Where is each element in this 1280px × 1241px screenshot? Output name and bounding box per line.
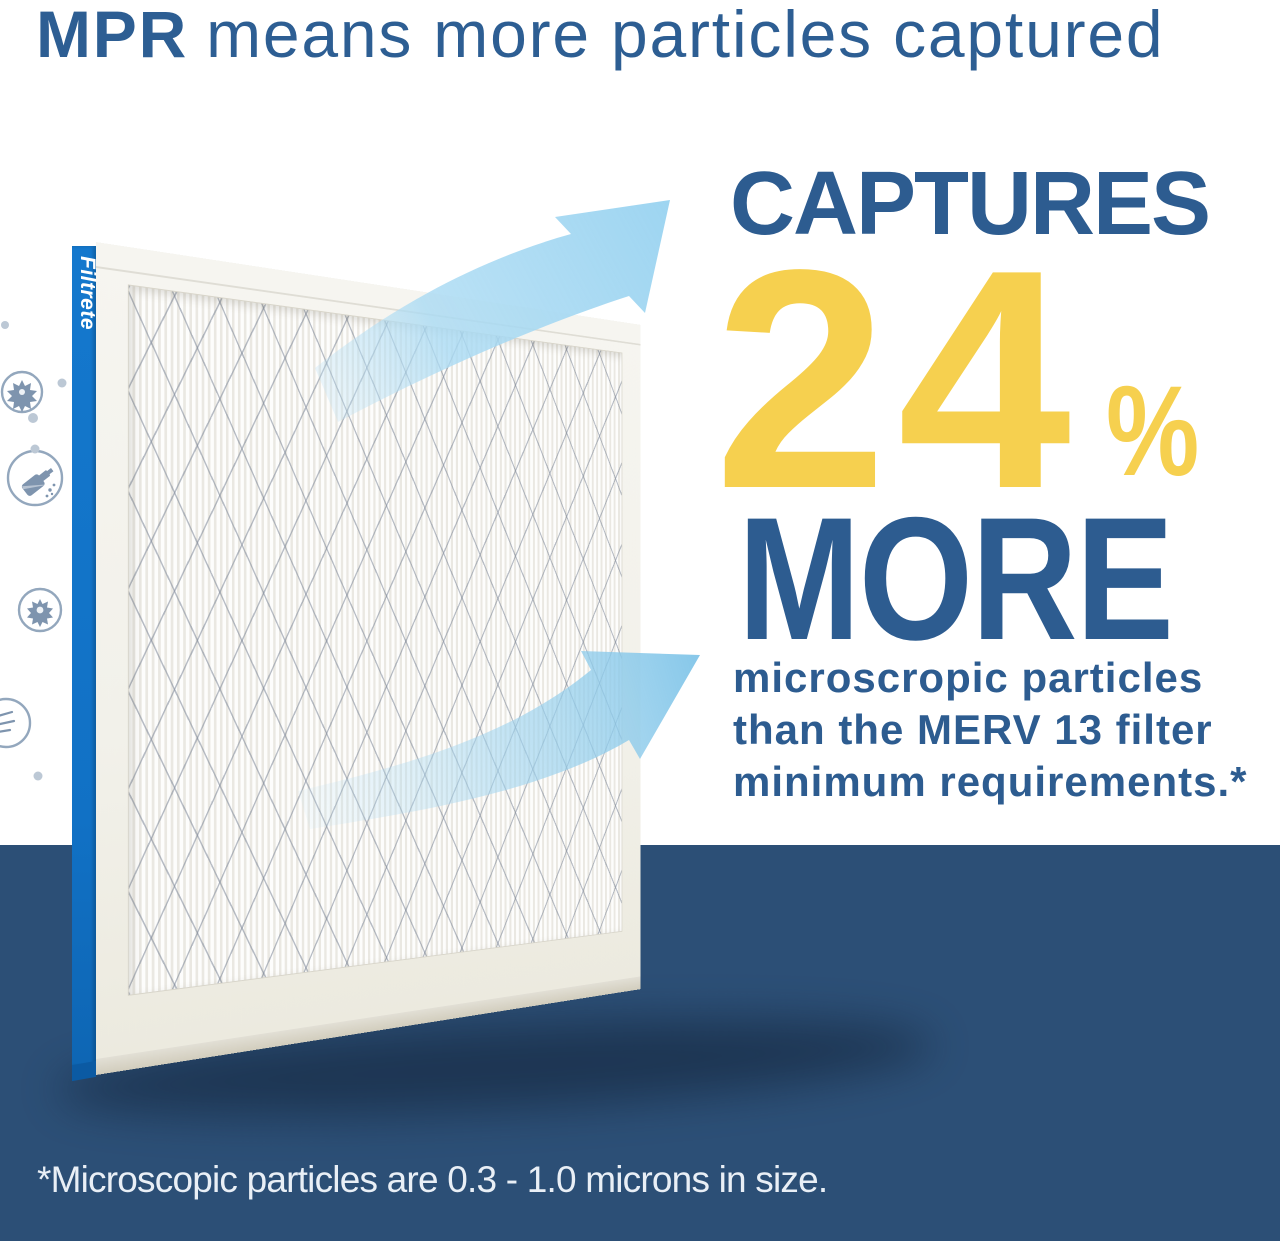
page-title: MPR means more particles captured	[36, 0, 1164, 71]
footnote-text: *Microscopic particles are 0.3 - 1.0 mic…	[37, 1159, 828, 1200]
gear-icon	[17, 587, 63, 633]
description-line: than the MERV 13 filter	[733, 706, 1213, 753]
airflow-arrow-middle-icon	[298, 651, 700, 829]
headline-brand-term: MPR	[36, 0, 189, 71]
particle-icons	[0, 321, 67, 781]
stat-description: microscropic particles than the MERV 13 …	[733, 652, 1247, 808]
pollen-glyph	[7, 380, 37, 412]
description-line: minimum requirements.*	[733, 758, 1248, 805]
spray-bottle-glyph	[21, 468, 56, 498]
gear-glyph	[27, 599, 53, 627]
dust-icon	[0, 697, 32, 749]
percent-sign: %	[1106, 360, 1200, 503]
stat-value: 24	[714, 206, 1082, 554]
headline-text: means more particles captured	[206, 0, 1165, 71]
description-line: microscropic particles	[733, 654, 1204, 701]
captures-label: CAPTURES	[730, 154, 1211, 254]
dust-glyph	[0, 710, 16, 733]
particle-dot	[1, 321, 67, 781]
filter-side-edge: Filtrete	[72, 246, 99, 1066]
airflow-arrow-top-icon	[315, 200, 670, 422]
more-label: MORE	[738, 482, 1174, 677]
